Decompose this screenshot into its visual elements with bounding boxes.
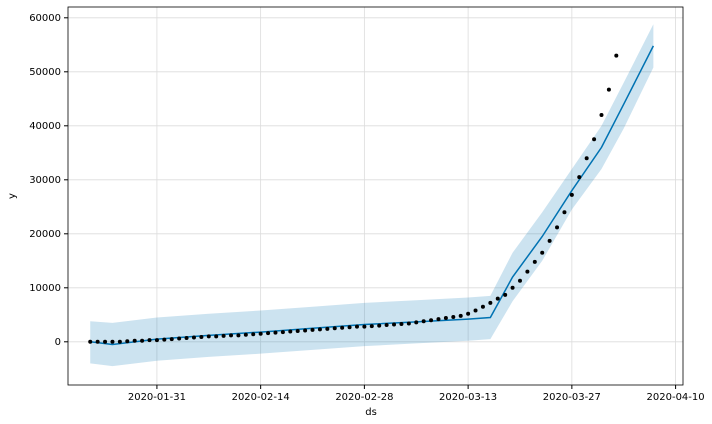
data-point: [392, 322, 397, 327]
data-point: [177, 336, 182, 341]
data-point: [206, 334, 211, 339]
x-tick-label: 2020-03-13: [439, 392, 497, 403]
data-point: [369, 324, 374, 329]
y-tick-label: 30000: [29, 175, 61, 186]
data-point: [184, 336, 189, 341]
data-point: [473, 308, 478, 313]
y-tick-label: 50000: [29, 67, 61, 78]
data-point: [229, 333, 234, 338]
data-point: [421, 319, 426, 324]
data-point: [88, 339, 93, 344]
data-point: [488, 300, 493, 305]
data-point: [117, 339, 122, 344]
y-tick-label: 10000: [29, 283, 61, 294]
data-point: [362, 324, 367, 329]
data-point: [110, 339, 115, 344]
data-point: [125, 339, 130, 344]
x-tick-label: 2020-03-27: [543, 392, 601, 403]
data-point: [614, 53, 619, 58]
data-point: [377, 323, 382, 328]
data-point: [132, 338, 137, 343]
data-point: [569, 192, 574, 197]
data-point: [154, 338, 159, 343]
forecast-line: [90, 45, 655, 346]
data-point: [562, 210, 567, 215]
data-point: [266, 331, 271, 336]
plot-frame: [67, 6, 684, 386]
x-tick-label: 2020-01-31: [128, 392, 186, 403]
data-point: [584, 156, 589, 161]
data-point: [443, 316, 448, 321]
data-point: [280, 330, 285, 335]
x-tick-label: 2020-04-10: [647, 392, 705, 403]
data-point: [555, 225, 560, 230]
uncertainty-band: [90, 24, 654, 367]
y-tick-label: 20000: [29, 229, 61, 240]
data-point: [310, 327, 315, 332]
data-point: [577, 175, 582, 180]
data-point: [525, 269, 530, 274]
data-point: [458, 313, 463, 318]
data-point: [547, 238, 552, 243]
data-point: [191, 335, 196, 340]
data-point: [140, 338, 145, 343]
data-point: [592, 137, 597, 142]
y-tick-label: 0: [55, 337, 61, 348]
x-tick-label: 2020-02-28: [335, 392, 393, 403]
data-point: [251, 332, 256, 337]
data-point: [103, 339, 108, 344]
data-point: [532, 259, 537, 264]
data-point: [169, 337, 174, 342]
data-point: [162, 337, 167, 342]
y-tick-label: 60000: [29, 13, 61, 24]
x-axis-label: ds: [365, 407, 377, 418]
data-point: [540, 250, 545, 255]
data-point: [414, 320, 419, 325]
data-point: [221, 333, 226, 338]
data-point: [332, 326, 337, 331]
data-point: [503, 292, 508, 297]
data-point: [147, 338, 152, 343]
data-point: [406, 321, 411, 326]
data-point: [495, 296, 500, 301]
data-point: [510, 285, 515, 290]
data-point: [295, 329, 300, 333]
data-point: [599, 113, 604, 117]
data-point: [288, 329, 293, 334]
data-point: [317, 327, 322, 332]
data-point: [451, 314, 456, 319]
y-tick-label: 40000: [29, 121, 61, 132]
y-axis-label: y: [7, 193, 18, 199]
data-point: [480, 304, 485, 309]
data-point: [303, 328, 308, 333]
data-point: [399, 321, 404, 326]
data-point: [325, 326, 330, 331]
data-point: [243, 332, 248, 337]
data-point: [273, 330, 278, 335]
data-point: [258, 331, 263, 336]
data-point: [606, 87, 611, 92]
data-point: [517, 278, 522, 283]
data-point: [214, 334, 219, 339]
data-point: [199, 334, 204, 339]
data-point: [354, 324, 359, 329]
data-point: [429, 318, 434, 323]
data-point: [340, 325, 345, 330]
data-point: [347, 325, 352, 330]
x-tick-label: 2020-02-14: [232, 392, 290, 403]
data-point: [384, 323, 389, 328]
data-point: [236, 333, 241, 338]
data-point: [95, 339, 100, 344]
data-point: [466, 311, 471, 316]
data-point: [436, 317, 441, 322]
